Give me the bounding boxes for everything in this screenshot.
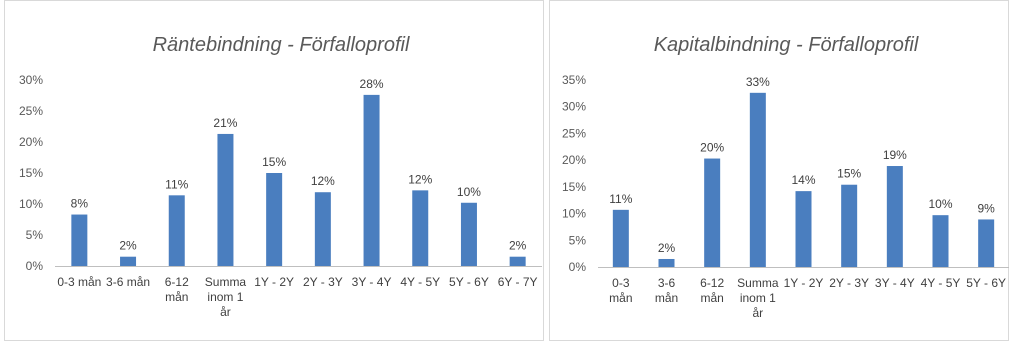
data-label: 2%	[119, 239, 137, 253]
data-label: 11%	[165, 177, 188, 191]
bar	[612, 209, 629, 267]
y-tick-label: 20%	[19, 135, 43, 149]
y-tick-label: 5%	[26, 228, 44, 242]
data-label: 2%	[658, 241, 676, 255]
bar	[363, 94, 380, 266]
category-label: 6Y - 7Y	[498, 275, 538, 289]
category-label: 3-6 mån	[106, 275, 150, 289]
bar	[886, 166, 903, 267]
category-label: 1Y - 2Y	[254, 275, 294, 289]
bar	[658, 258, 675, 267]
category-label: 4Y - 5Y	[400, 275, 440, 289]
data-label: 11%	[609, 192, 632, 206]
data-label: 20%	[700, 141, 724, 155]
data-label: 14%	[791, 173, 815, 187]
bar	[412, 190, 429, 266]
chart-panel-kapitalbindning: Kapitalbindning - Förfalloprofil 0% 5% 10% 1…	[549, 0, 1009, 341]
y-tick-label: 15%	[562, 180, 586, 194]
data-label: 12%	[408, 172, 432, 186]
bar	[266, 173, 283, 266]
category-label: 6-12 mån	[165, 275, 189, 304]
category-label: Summa inom 1 år	[737, 276, 779, 320]
category-label: 1Y - 2Y	[784, 276, 824, 290]
category-label: 3Y - 4Y	[352, 275, 392, 289]
bar	[978, 219, 995, 267]
data-label: 9%	[977, 201, 995, 215]
bar	[749, 92, 766, 267]
data-label: 10%	[928, 197, 952, 211]
y-tick-label: 30%	[562, 100, 586, 114]
category-label: 5Y - 6Y	[966, 276, 1006, 290]
category-label: 3-6 mån	[655, 276, 678, 305]
data-label: 19%	[883, 148, 907, 162]
data-label: 10%	[457, 185, 481, 199]
bar	[71, 214, 88, 266]
category-label: 3Y - 4Y	[875, 276, 915, 290]
data-label: 2%	[509, 239, 527, 253]
bar	[841, 184, 858, 267]
y-tick-label: 35%	[562, 73, 586, 87]
category-label: 0-3 mån	[609, 276, 632, 305]
chart-rantebindning: Räntebindning - Förfalloprofil 0% 5% 10% 15%…	[19, 34, 542, 319]
bar	[932, 215, 949, 267]
y-tick-label: 5%	[569, 233, 587, 247]
category-label: 6-12 mån	[700, 276, 724, 305]
bar	[120, 256, 137, 266]
bar	[314, 192, 331, 266]
bar	[704, 158, 721, 267]
data-label: 21%	[213, 116, 237, 130]
data-label: 15%	[262, 155, 286, 169]
chart-title: Räntebindning - Förfalloprofil	[153, 34, 410, 56]
data-label: 15%	[837, 167, 861, 181]
data-label: 8%	[71, 197, 89, 211]
category-label: Summa inom 1 år	[205, 275, 247, 319]
bar	[460, 202, 477, 266]
category-label: 2Y - 3Y	[829, 276, 869, 290]
data-label: 12%	[311, 174, 335, 188]
category-label: 2Y - 3Y	[303, 275, 343, 289]
bar	[795, 191, 812, 267]
y-tick-label: 10%	[562, 207, 586, 221]
bar	[168, 195, 185, 266]
y-tick-label: 25%	[562, 126, 586, 140]
data-label: 33%	[746, 75, 770, 89]
y-tick-label: 0%	[569, 260, 587, 274]
bar	[509, 256, 526, 266]
category-label: 4Y - 5Y	[921, 276, 961, 290]
y-tick-label: 0%	[26, 259, 44, 273]
y-tick-label: 20%	[562, 153, 586, 167]
chart-panel-rantebindning: Räntebindning - Förfalloprofil 0% 5% 10% 15%…	[4, 0, 544, 341]
category-label: 0-3 mån	[57, 275, 101, 289]
data-label: 28%	[360, 77, 384, 91]
chart-kapitalbindning: Kapitalbindning - Förfalloprofil 0% 5% 10% 1…	[562, 34, 1009, 320]
y-tick-label: 30%	[19, 73, 43, 87]
category-label: 5Y - 6Y	[449, 275, 489, 289]
y-tick-label: 10%	[19, 197, 43, 211]
y-tick-label: 15%	[19, 166, 43, 180]
chart-title: Kapitalbindning - Förfalloprofil	[654, 34, 919, 56]
bar	[217, 133, 234, 266]
y-tick-label: 25%	[19, 104, 43, 118]
